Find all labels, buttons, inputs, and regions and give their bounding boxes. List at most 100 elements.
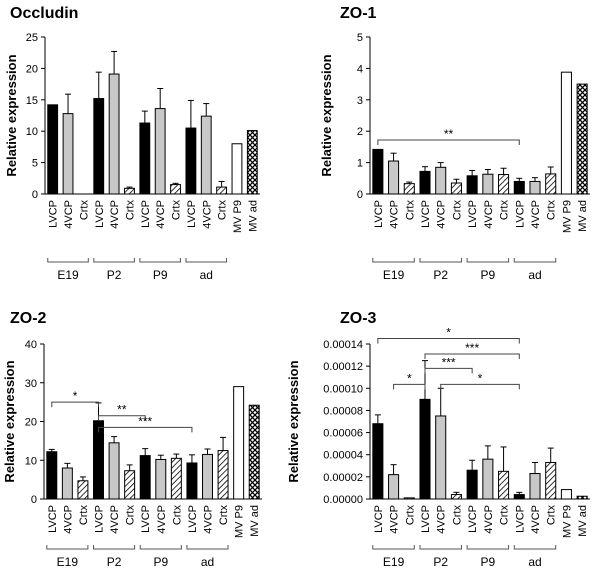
bar-lvcp: [419, 170, 431, 195]
x-tick-label: 4VCP: [436, 505, 448, 534]
x-tick-label: Crtx: [546, 505, 558, 526]
x-tick-label: 4VCP: [203, 505, 215, 534]
bar-crtx: [77, 480, 89, 500]
x-tick-label: LVCP: [514, 200, 526, 228]
y-tick-label: 30: [25, 378, 37, 390]
group-bracket: [466, 545, 510, 550]
bar-mv-p9: [233, 386, 245, 500]
x-tick-label: LVCP: [186, 200, 198, 228]
group-label: E19: [57, 555, 79, 569]
bar-lvcp: [46, 451, 58, 500]
bar-4vcp: [200, 115, 212, 195]
x-tick-label: 4VCP: [109, 200, 121, 229]
y-tick-label: 0.00014: [323, 339, 363, 351]
bar-crtx: [450, 182, 462, 195]
bar-4vcp: [202, 453, 213, 500]
x-tick-label: Crtx: [499, 505, 511, 526]
bar-4vcp: [155, 458, 167, 500]
bar-4vcp: [108, 442, 120, 500]
bar-mv-p9: [560, 71, 572, 195]
y-tick-label: 3: [357, 95, 363, 107]
y-tick-label: 0.00004: [323, 450, 363, 462]
chart-title: ZO-3: [340, 310, 377, 327]
y-axis-label: Relative expression: [2, 360, 17, 482]
bar-crtx: [545, 461, 557, 500]
bar-crtx: [450, 494, 462, 500]
bar-4vcp: [435, 415, 447, 500]
group-bracket: [139, 258, 181, 263]
group-bracket: [93, 545, 136, 550]
x-tick-label: Crtx: [78, 200, 90, 221]
bar-lvcp: [513, 180, 525, 195]
x-tick-label: LVCP: [514, 505, 526, 533]
y-tick-label: 10: [26, 126, 38, 138]
significance-label: *: [478, 371, 483, 385]
bar-crtx: [170, 457, 182, 500]
x-tick-label: MV P9: [561, 505, 573, 538]
y-tick-label: 0.00010: [323, 383, 363, 395]
significance-bracket: [51, 401, 99, 408]
y-tick-label: 5: [32, 158, 38, 170]
bar-4vcp: [388, 160, 400, 195]
x-tick-label: 4VCP: [155, 200, 167, 229]
x-tick-label: 4VCP: [530, 200, 542, 229]
x-tick-label: LVCP: [467, 200, 479, 228]
x-tick-label: 4VCP: [62, 505, 74, 534]
significance-label: ***: [138, 414, 152, 428]
bar-lvcp: [419, 398, 431, 500]
y-axis-label: Relative expression: [286, 360, 301, 482]
x-tick-label: MV P9: [232, 200, 244, 233]
chart-panel-1: Occludin 0 5 10 15 20 25 Relative expression LVC…: [4, 5, 260, 282]
x-tick-label: MV P9: [561, 200, 573, 233]
significance-bracket: [98, 426, 193, 433]
x-tick-label: MV ad: [577, 200, 589, 232]
bar-crtx: [498, 174, 510, 195]
significance-bracket: [440, 383, 520, 390]
bar-lvcp: [139, 122, 151, 195]
bar-mv-ad: [576, 495, 588, 500]
group-label: E19: [57, 268, 79, 282]
x-tick-label: MV P9: [234, 505, 246, 538]
group-label: ad: [528, 268, 541, 282]
significance-label: *: [407, 371, 412, 385]
group-bracket: [513, 545, 557, 550]
y-tick-label: 5: [357, 32, 363, 44]
group-bracket: [513, 258, 557, 263]
bar-lvcp: [139, 455, 151, 500]
significance-label: **: [117, 403, 127, 417]
bar-mv-ad: [246, 130, 258, 195]
x-tick-label: LVCP: [187, 505, 199, 533]
y-tick-label: 0.00002: [323, 472, 363, 484]
group-label: P9: [153, 268, 168, 282]
bar-lvcp: [93, 420, 104, 500]
bar-4vcp: [482, 173, 494, 195]
group-bracket: [419, 545, 462, 550]
x-tick-label: Crtx: [499, 200, 511, 221]
bar-crtx: [403, 183, 415, 195]
x-tick-label: 4VCP: [530, 505, 542, 534]
x-tick-label: Crtx: [451, 200, 463, 221]
bar-lvcp: [372, 148, 384, 195]
group-label: P9: [481, 268, 496, 282]
y-tick-label: 0.00008: [323, 405, 363, 417]
y-tick-label: 0: [31, 494, 37, 506]
x-tick-label: Crtx: [171, 200, 183, 221]
bar-lvcp: [186, 462, 198, 500]
bar-4vcp: [482, 458, 494, 500]
bar-4vcp: [435, 166, 447, 195]
bar-lvcp: [47, 104, 59, 195]
bar-lvcp: [513, 494, 525, 500]
x-tick-label: 4VCP: [436, 200, 448, 229]
x-tick-label: LVCP: [467, 505, 479, 533]
bar-mv-ad: [248, 404, 260, 500]
bar-lvcp: [466, 175, 478, 195]
group-bracket: [372, 545, 415, 550]
bar-crtx: [170, 184, 181, 195]
x-tick-label: LVCP: [48, 200, 60, 228]
x-tick-label: LVCP: [420, 200, 432, 228]
bar-crtx: [545, 173, 557, 195]
x-tick-label: Crtx: [171, 505, 183, 526]
x-tick-label: Crtx: [218, 505, 230, 526]
group-label: P2: [433, 555, 448, 569]
y-tick-label: 0.00012: [323, 361, 363, 373]
